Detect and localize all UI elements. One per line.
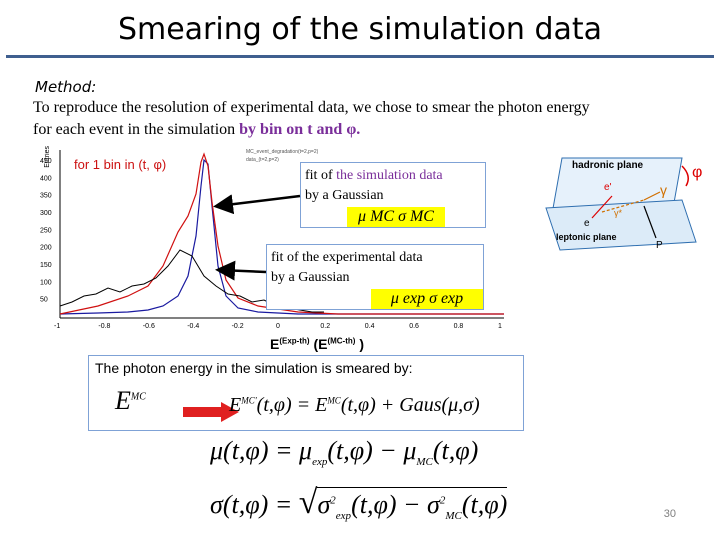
smearing-e: E (229, 394, 242, 416)
mu-formula: μ(t,φ) = μexp(t,φ) − μMC(t,φ) (210, 436, 478, 468)
smearing-box: The photon energy in the simulation is s… (88, 355, 524, 431)
smearing-e-sup: MC' (241, 395, 257, 406)
title-rule (6, 55, 714, 58)
sigma-lhs: σ(t,φ) = (210, 490, 293, 519)
y-tick-label: 400 (40, 175, 52, 182)
y-tick-label: 450 (40, 158, 52, 165)
phi-symbol: φ (692, 164, 703, 181)
y-tick-label: 100 (40, 279, 52, 286)
sigma-formula: σ(t,φ) = √σ2exp(t,φ) − σ2MC(t,φ) (210, 484, 508, 523)
callout-experimental-fit: fit of the experimental data by a Gaussi… (266, 244, 484, 310)
slide-title: Smearing of the simulation data (117, 12, 603, 47)
mu-end: (t,φ) (432, 436, 479, 465)
plot-legend: MC_event_degradation(t=2,p=2) data_(t=2,… (246, 148, 318, 164)
mc-params-formula: μ MC σ MC (347, 207, 445, 227)
energy-axis-sup1: (Exp-th) (279, 336, 310, 346)
sigma-sup2: 2 (439, 494, 446, 507)
method-line-1: To reproduce the resolution of experimen… (33, 99, 590, 116)
planes-diagram: hadronic plane leptonic plane φ γ e' e γ… (532, 152, 712, 264)
x-tick-label: -0.2 (232, 323, 244, 330)
proton-label: P (656, 240, 663, 251)
y-tick-label: 300 (40, 210, 52, 217)
mu-mid: (t,φ) − μ (327, 436, 417, 465)
energy-axis-main: E (270, 336, 280, 352)
x-tick-label: -0.6 (143, 323, 155, 330)
y-tick-label: 200 (40, 245, 52, 252)
lhs-energy-sup: MC (130, 391, 146, 403)
callout-experimental-line1: fit of the experimental data (267, 245, 483, 268)
x-tick-label: -0.8 (98, 323, 110, 330)
smearing-formula: EMC'(t,φ) = EMC(t,φ) + Gaus(μ,σ) (229, 394, 480, 417)
method-line-2-prefix: for each event in the simulation (33, 121, 240, 138)
smearing-rest: (t,φ) + Gaus(μ,σ) (340, 394, 480, 416)
bin-label: for 1 bin in (t, φ) (74, 157, 167, 172)
sigma-body: σ (317, 490, 331, 519)
callout-experimental-prefix: fit of the (271, 250, 323, 265)
smearing-sentence: The photon energy in the simulation is s… (95, 360, 413, 376)
y-tick-label: 250 (40, 227, 52, 234)
sigma-radicand: σ2exp(t,φ) − σ2MC(t,φ) (317, 487, 508, 523)
x-tick-label: 0.6 (409, 323, 419, 330)
energy-axis-label: E(Exp-th) (E(MC-th) ) (270, 336, 364, 352)
leptonic-plane-label: leptonic plane (556, 232, 617, 242)
x-tick-label: 1 (498, 323, 502, 330)
sigma-mid: (t,φ) − σ (351, 490, 440, 519)
callout-simulation-line1: fit of the simulation data (301, 163, 485, 186)
smear-arrow-icon (183, 402, 239, 422)
electron-label: e (584, 218, 590, 229)
legend-item-mc: MC_event_degradation(t=2,p=2) (246, 149, 319, 155)
y-tick-label: 150 (40, 262, 52, 269)
gamma-symbol: γ (660, 182, 667, 198)
sigma-end: (t,φ) (461, 490, 508, 519)
mu-sub-exp: exp (312, 456, 328, 469)
method-line-2-highlight: by bin on t and φ. (239, 121, 361, 138)
sigma-sub-mc: MC (445, 510, 462, 523)
y-tick-label: 350 (40, 193, 52, 200)
legend-item-data: data_(t=2,p=2) (246, 157, 279, 163)
energy-axis-sup2: (MC-th) (327, 336, 356, 346)
lhs-energy-symbol: E (115, 386, 131, 415)
mu-line: μ(t,φ) = μ (210, 436, 313, 465)
callout-experimental-suffix: data (395, 250, 423, 265)
callout-simulation-prefix: fit of (305, 168, 337, 183)
x-tick-label: -0.4 (187, 323, 199, 330)
scattered-electron-label: e' (604, 182, 612, 193)
sqrt-icon: √ (298, 484, 318, 521)
energy-axis-end: ) (355, 336, 364, 352)
callout-experimental-highlight: experimental (322, 250, 396, 265)
lhs-energy: EMC (115, 386, 146, 416)
smearing-args: (t,φ) = E (256, 394, 328, 416)
method-line-2: for each event in the simulation by bin … (33, 121, 360, 139)
x-tick-label: -1 (54, 323, 60, 330)
sigma-sup1: 2 (330, 494, 336, 507)
sigma-sub-exp: exp (335, 510, 352, 523)
x-tick-label: 0.4 (365, 323, 375, 330)
x-tick-label: 0.2 (320, 323, 330, 330)
virtual-photon-label: γ* (614, 208, 623, 218)
x-tick-label: 0 (276, 323, 280, 330)
hadronic-plane-label: hadronic plane (572, 160, 644, 171)
page-number: 30 (663, 508, 676, 520)
callout-simulation-highlight: the simulation data (336, 168, 443, 183)
planes-diagram-svg (545, 157, 697, 251)
y-tick-label: 50 (40, 297, 48, 304)
method-label: Method: (35, 78, 97, 96)
exp-params-formula: μ exp σ exp (371, 289, 483, 309)
callout-simulation-fit: fit of the simulation data by a Gaussian… (300, 162, 486, 228)
energy-axis-mid: (E (309, 336, 328, 352)
mu-sub-mc: MC (416, 456, 433, 469)
x-tick-label: 0.8 (454, 323, 464, 330)
callout-simulation-line2: by a Gaussian (305, 188, 384, 203)
callout-experimental-line2: by a Gaussian (271, 270, 350, 285)
smearing-e2-sup: MC (327, 395, 341, 406)
